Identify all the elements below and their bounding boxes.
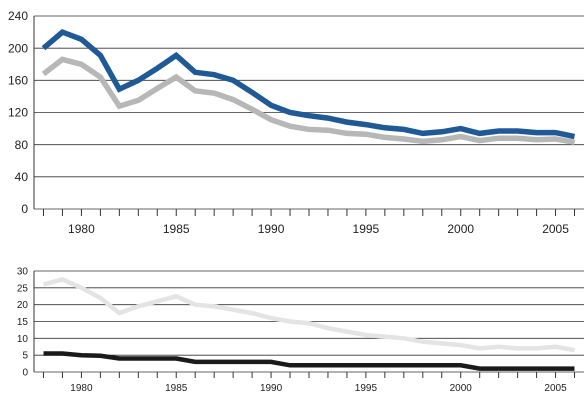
x-tick-label: 2005 xyxy=(544,383,567,394)
x-tick-label: 2005 xyxy=(542,222,569,236)
x-tick-label: 1985 xyxy=(163,222,190,236)
x-tick-label: 1980 xyxy=(68,222,95,236)
y-tick-label: 30 xyxy=(17,267,29,278)
y-tick-label: 0 xyxy=(21,202,28,216)
y-tick-label: 25 xyxy=(17,283,29,294)
x-tick-label: 1980 xyxy=(70,383,93,394)
x-tick-label: 1995 xyxy=(353,222,380,236)
y-tick-label: 240 xyxy=(8,9,28,23)
y-tick-label: 80 xyxy=(15,138,29,152)
series-line-1 xyxy=(42,277,575,353)
y-tick-label: 5 xyxy=(22,351,28,362)
top-panel: 0 40 80 120 160 200 240 1980 1985 1990 1995 2000 200… xyxy=(8,9,584,236)
x-tick-label: 1985 xyxy=(165,383,188,394)
y-tick-label: 10 xyxy=(17,334,29,345)
series-line-2 xyxy=(41,56,575,146)
bottom-panel: 0 5 10 15 20 25 30 1980 1985 1990 1995 2000 2005 xyxy=(17,267,584,394)
x-tick-label: 1995 xyxy=(355,383,378,394)
y-tick-label: 40 xyxy=(15,170,29,184)
y-tick-label: 0 xyxy=(22,368,28,379)
x-tick-label: 2000 xyxy=(450,383,473,394)
y-tick-label: 15 xyxy=(17,317,29,328)
series-line-2 xyxy=(43,351,575,371)
series-line-1 xyxy=(41,28,576,140)
x-tick-label: 1990 xyxy=(260,383,283,394)
x-tick-label: 1990 xyxy=(258,222,285,236)
y-tick-label: 20 xyxy=(17,300,29,311)
y-tick-label: 200 xyxy=(8,41,28,55)
x-tick-label: 2000 xyxy=(447,222,474,236)
y-tick-label: 160 xyxy=(8,74,28,88)
y-tick-label: 120 xyxy=(8,106,28,120)
